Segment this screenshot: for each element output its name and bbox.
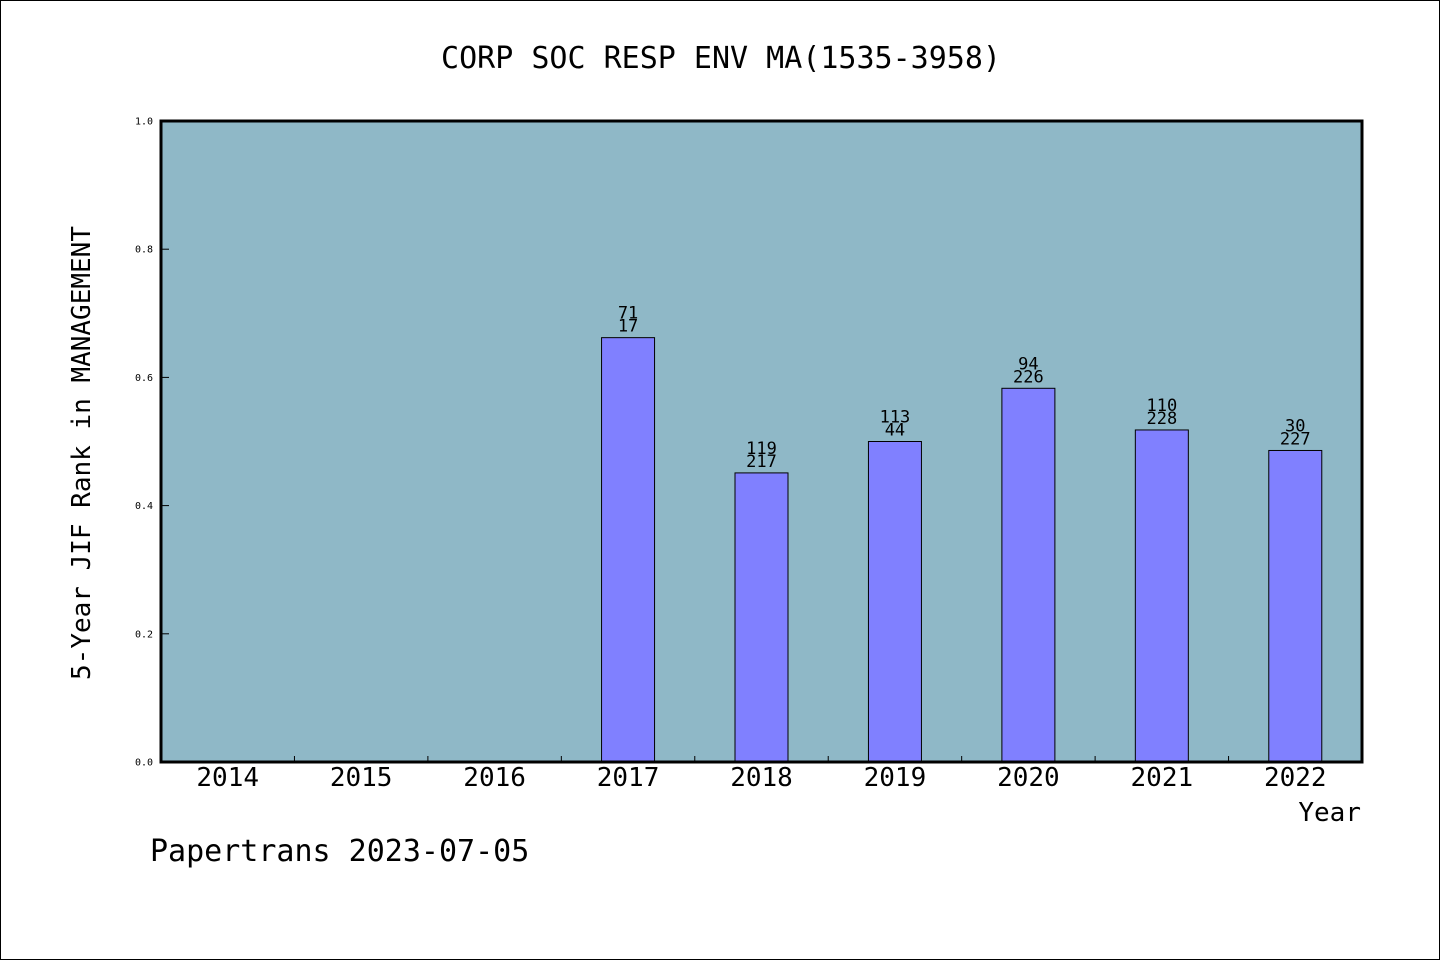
x-tick-label-2022: 2022 bbox=[1264, 763, 1327, 793]
bar-label-bottom-2017: 17 bbox=[618, 317, 638, 337]
x-tick-label-2017: 2017 bbox=[597, 763, 660, 793]
chart-title: CORP SOC RESP ENV MA(1535-3958) bbox=[441, 41, 1001, 76]
bar-label-bottom-2022: 227 bbox=[1280, 429, 1311, 449]
bar-label-top-2018: 119 bbox=[746, 439, 777, 459]
y-tick-label: 0.4 bbox=[135, 501, 153, 512]
x-tick-label-2019: 2019 bbox=[864, 763, 927, 793]
x-tick-label-2014: 2014 bbox=[196, 763, 259, 793]
bar-label-top-2022: 30 bbox=[1285, 416, 1305, 436]
bar-label-top-2020: 94 bbox=[1018, 354, 1038, 374]
bar-2021 bbox=[1134, 429, 1189, 763]
x-tick-label-2015: 2015 bbox=[330, 763, 393, 793]
x-tick-label-2020: 2020 bbox=[997, 763, 1060, 793]
bar-label-bottom-2018: 217 bbox=[746, 452, 777, 472]
bar-2018 bbox=[734, 472, 789, 763]
bar-label-top-2017: 71 bbox=[618, 304, 638, 324]
x-tick-label-2021: 2021 bbox=[1131, 763, 1194, 793]
x-axis-label: Year bbox=[1298, 798, 1361, 828]
y-tick-label: 0.0 bbox=[135, 758, 153, 769]
y-tick-label: 0.6 bbox=[135, 373, 153, 384]
bar-label-top-2019: 113 bbox=[880, 408, 911, 428]
plot-border bbox=[159, 119, 1364, 764]
y-axis-label: 5-Year JIF Rank in MANAGEMENT bbox=[67, 226, 97, 680]
bar-2017 bbox=[601, 337, 656, 763]
bar-label-top-2021: 110 bbox=[1146, 396, 1177, 416]
x-tick-label-2016: 2016 bbox=[463, 763, 526, 793]
bar-2022 bbox=[1268, 449, 1323, 763]
bar-label-bottom-2021: 228 bbox=[1146, 409, 1177, 429]
bar-label-bottom-2020: 226 bbox=[1013, 367, 1044, 387]
y-tick-label: 0.8 bbox=[135, 245, 153, 256]
bar-2019 bbox=[867, 441, 922, 763]
footer-credit: Papertrans 2023-07-05 bbox=[150, 834, 530, 869]
bar-2020 bbox=[1001, 387, 1056, 763]
y-tick-label: 1.0 bbox=[135, 117, 153, 128]
bar-label-bottom-2019: 44 bbox=[885, 421, 905, 441]
x-tick-label-2018: 2018 bbox=[730, 763, 793, 793]
y-tick-label: 0.2 bbox=[135, 629, 153, 640]
